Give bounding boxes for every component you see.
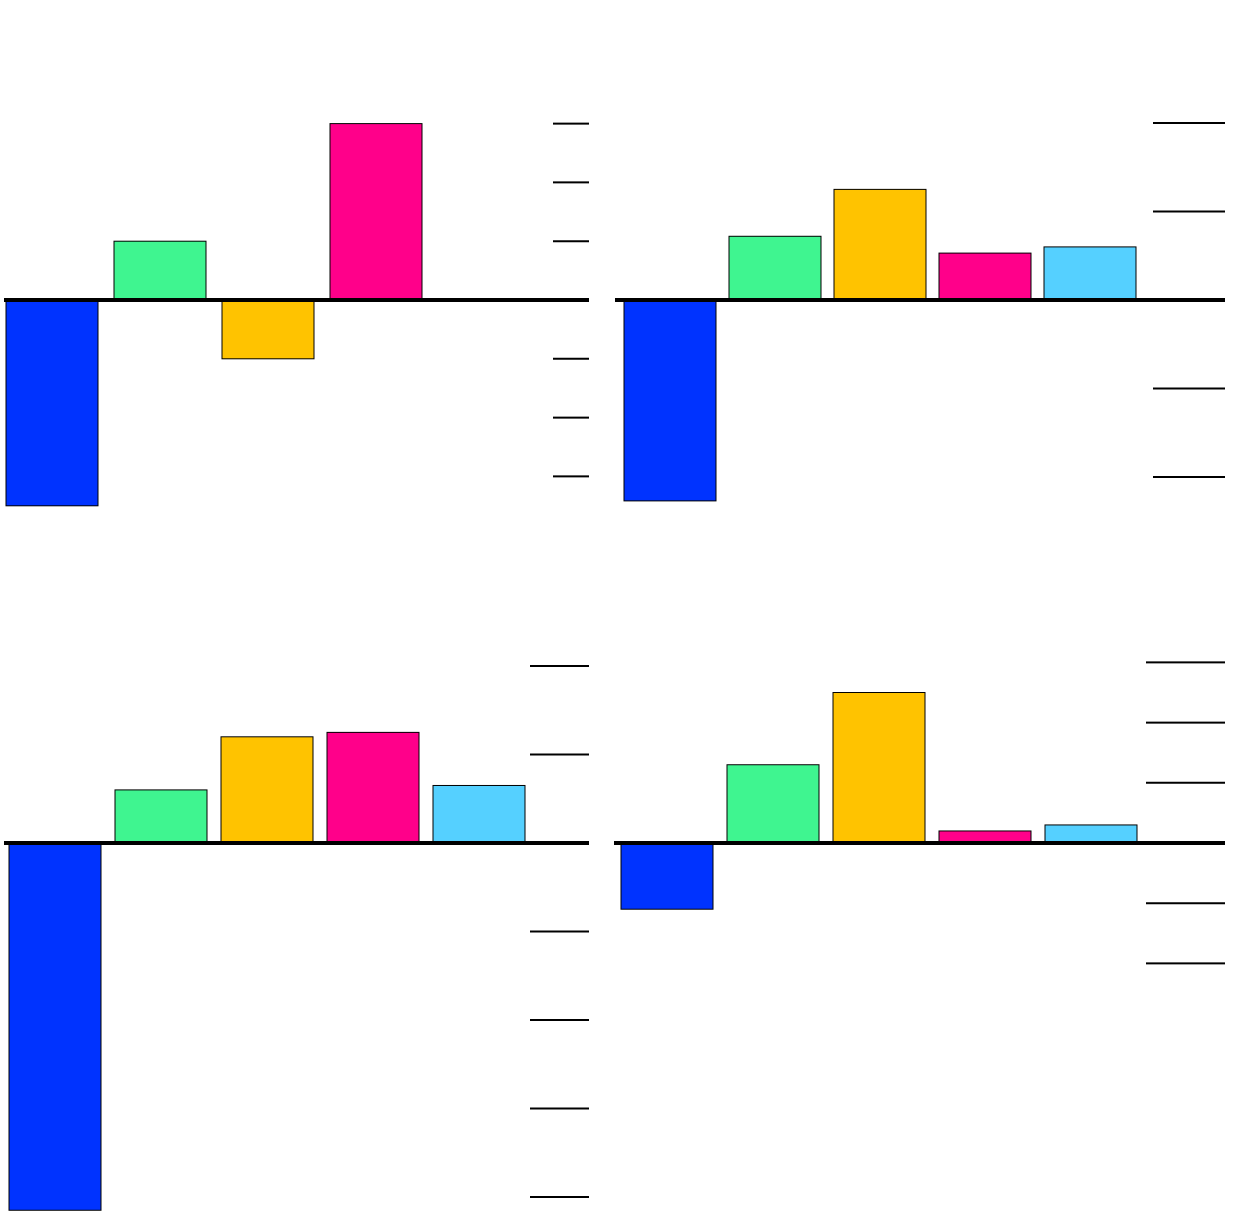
bar-4-5 <box>1044 824 1138 844</box>
bar-1-4 <box>329 123 423 301</box>
bar-4-2 <box>726 764 820 844</box>
bar-3-3 <box>220 736 314 844</box>
bar-4-1 <box>620 842 714 910</box>
chart-panel-3 <box>4 665 589 1211</box>
chart-panel-2 <box>615 122 1225 502</box>
bar-3-2 <box>114 789 208 844</box>
bar-4-3 <box>832 692 926 844</box>
bar-2-4 <box>938 252 1032 301</box>
bar-3-4 <box>326 731 420 844</box>
bar-1-1 <box>5 299 99 507</box>
bar-3-5 <box>432 784 526 844</box>
chart-panel-4 <box>614 661 1225 965</box>
bar-2-3 <box>833 188 927 301</box>
bar-2-2 <box>728 235 822 301</box>
bar-2-1 <box>623 299 717 502</box>
bar-1-3 <box>221 299 315 360</box>
bar-3-1 <box>8 842 102 1211</box>
chart-panel-1 <box>4 122 589 507</box>
bar-2-5 <box>1043 246 1137 301</box>
bar-1-2 <box>113 240 207 301</box>
